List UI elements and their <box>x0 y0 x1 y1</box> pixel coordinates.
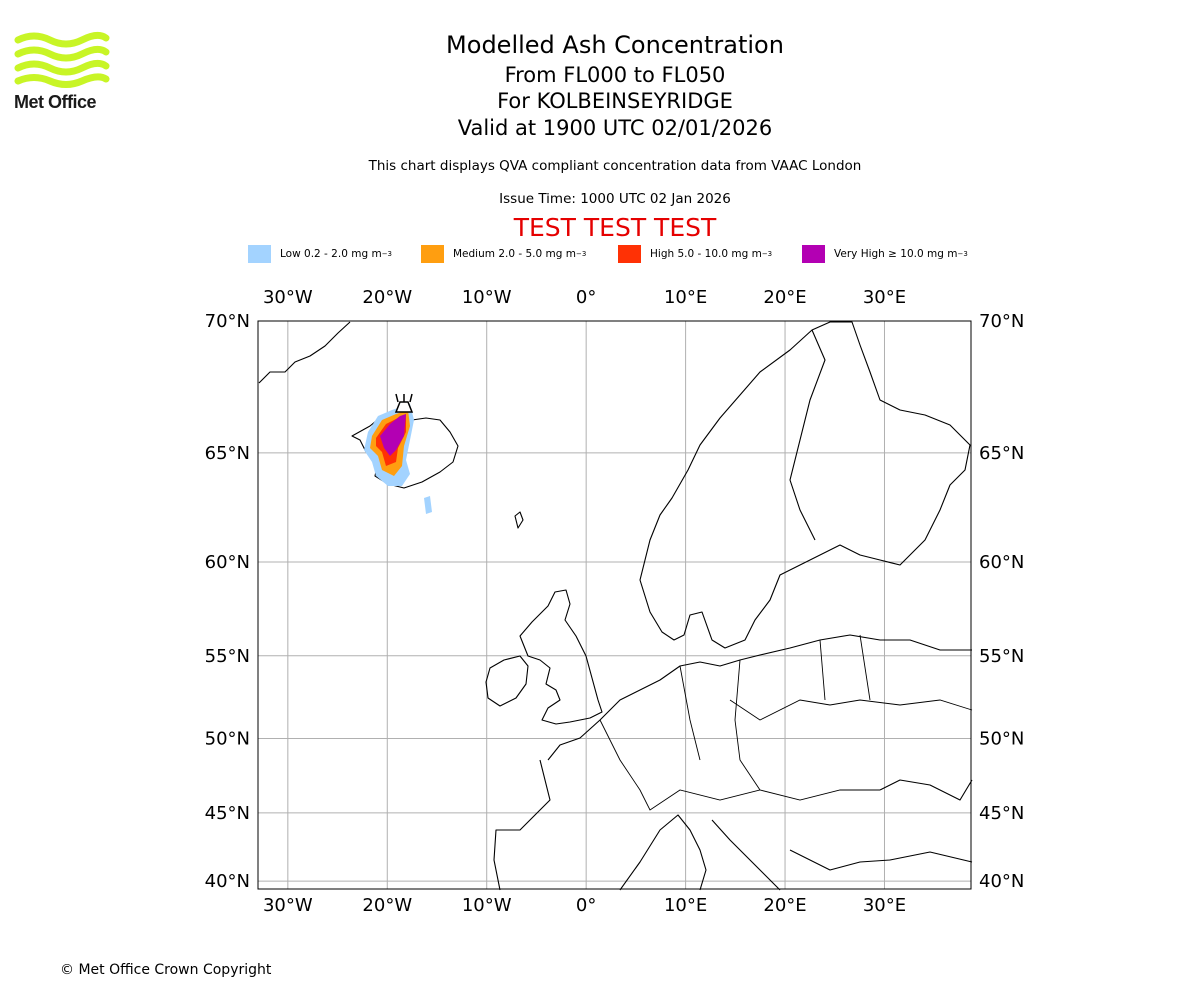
legend-item-medium: Medium 2.0 - 5.0 mg m −3 <box>421 244 586 264</box>
legend-swatch-medium <box>421 245 444 263</box>
legend-item-very-high: Very High ≥ 10.0 mg m −3 <box>802 244 968 264</box>
lat-tick-label-left: 55°N <box>205 646 250 667</box>
plume-very-high <box>380 414 406 456</box>
lat-tick-label-left: 50°N <box>205 728 250 749</box>
lat-tick-label-left: 40°N <box>205 871 250 892</box>
lon-tick-label-bottom: 20°E <box>763 895 806 916</box>
country-borders <box>599 634 973 811</box>
lat-tick-label-right: 60°N <box>979 552 1024 573</box>
lon-tick-label-top: 20°W <box>362 287 412 308</box>
lon-tick-label-top: 10°W <box>462 287 512 308</box>
copyright: © Met Office Crown Copyright <box>60 962 272 978</box>
lat-tick-label-right: 70°N <box>979 311 1024 332</box>
lon-tick-label-top: 10°E <box>664 287 707 308</box>
valid-time: Valid at 1900 UTC 02/01/2026 <box>457 116 773 140</box>
legend-item-high: High 5.0 - 10.0 mg m −3 <box>618 244 772 264</box>
legend-unit-exp-very-high: −3 <box>957 250 968 258</box>
met-office-logo <box>14 31 110 88</box>
lon-tick-label-top: 30°W <box>263 287 313 308</box>
map-frame <box>257 320 972 890</box>
test-banner: TEST TEST TEST <box>513 213 717 242</box>
chart-description: This chart displays QVA compliant concen… <box>368 158 862 174</box>
legend-swatch-high <box>618 245 641 263</box>
coastlines <box>258 321 973 891</box>
legend-swatch-low <box>248 245 271 263</box>
lon-tick-label-bottom: 30°E <box>863 895 906 916</box>
legend-label-medium: Medium 2.0 - 5.0 mg m <box>453 248 576 260</box>
met-office-wordmark: Met Office <box>14 92 97 112</box>
lon-tick-label-top: 30°E <box>863 287 906 308</box>
lon-tick-label-top: 20°E <box>763 287 806 308</box>
volcano-location: For KOLBEINSEYRIDGE <box>497 89 733 113</box>
chart-title: Modelled Ash Concentration <box>446 31 784 59</box>
lat-tick-label-right: 45°N <box>979 803 1024 824</box>
legend-unit-exp-low: −3 <box>381 250 393 258</box>
lon-tick-label-bottom: 0° <box>576 895 596 916</box>
legend-label-low: Low 0.2 - 2.0 mg m <box>280 248 382 260</box>
plume-low-fragment <box>424 496 432 514</box>
graticule <box>258 320 971 889</box>
lon-tick-label-bottom: 10°W <box>462 895 512 916</box>
lat-tick-label-left: 60°N <box>205 552 250 573</box>
issue-time: Issue Time: 1000 UTC 02 Jan 2026 <box>499 191 731 207</box>
legend-unit-exp-high: −3 <box>761 250 773 258</box>
lat-tick-label-left: 70°N <box>205 311 250 332</box>
legend-swatch-very-high <box>802 245 825 263</box>
lon-tick-label-top: 0° <box>576 287 596 308</box>
lat-tick-label-left: 65°N <box>205 443 250 464</box>
flight-levels: From FL000 to FL050 <box>504 63 726 87</box>
lon-tick-label-bottom: 10°E <box>664 895 707 916</box>
lat-tick-label-right: 55°N <box>979 646 1024 667</box>
volcano-marker <box>394 393 414 413</box>
lat-tick-label-left: 45°N <box>205 803 250 824</box>
lon-tick-label-bottom: 30°W <box>263 895 313 916</box>
legend-unit-exp-medium: −3 <box>575 250 587 258</box>
legend-label-very-high: Very High ≥ 10.0 mg m <box>834 248 958 260</box>
legend-item-low: Low 0.2 - 2.0 mg m −3 <box>248 244 392 264</box>
lat-tick-label-right: 65°N <box>979 443 1024 464</box>
lat-tick-label-right: 40°N <box>979 871 1024 892</box>
legend-label-high: High 5.0 - 10.0 mg m <box>650 248 762 260</box>
map-tick-labels: 30°W 30°W 20°W 20°W 10°W 10°W 0° 0° 10°E 10°E 20°E… <box>205 287 1025 916</box>
lat-tick-label-right: 50°N <box>979 728 1024 749</box>
ash-plume <box>364 404 432 514</box>
lon-tick-label-bottom: 20°W <box>362 895 412 916</box>
